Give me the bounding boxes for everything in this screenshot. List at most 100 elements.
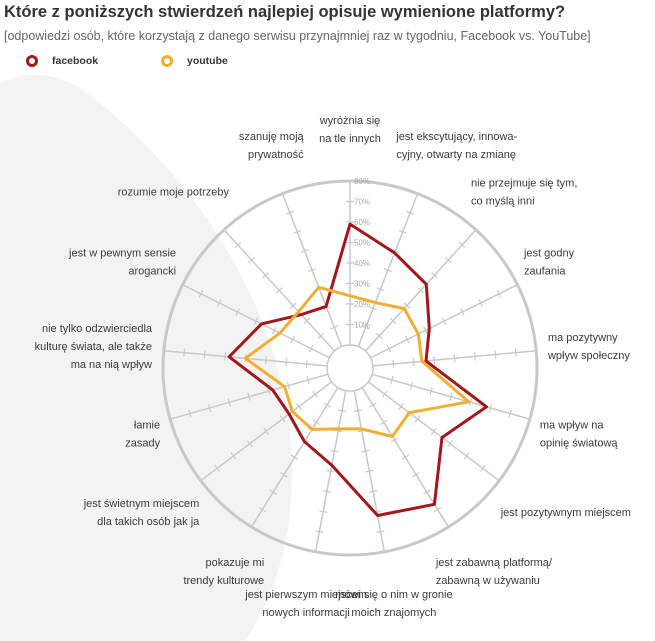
grid-tick: [291, 454, 299, 460]
grid-tick: [317, 332, 325, 339]
grid-tick: [473, 352, 476, 361]
grid-tick: [379, 419, 388, 426]
chart-title: Które z poniższych stwierdzeń najlepiej …: [4, 3, 566, 21]
grid-tick: [403, 302, 411, 309]
grid-tick: [262, 272, 269, 279]
axis-label: ma wpływ na opinię światową: [540, 419, 619, 449]
grid-tick: [234, 241, 242, 249]
grid-tick: [414, 415, 421, 423]
grid-tick: [389, 317, 397, 324]
grid-tick: [247, 392, 251, 401]
grid-tick: [188, 409, 192, 418]
grid-tick: [296, 403, 302, 411]
grid-tick: [312, 390, 319, 398]
axis-label: łamie zasady: [125, 419, 160, 449]
grid-tick: [235, 308, 240, 316]
grid-tick: [406, 210, 415, 215]
grid-tick: [289, 302, 297, 309]
grid-tick: [214, 464, 221, 472]
tick-label: 60%: [354, 218, 370, 227]
grid-tick: [430, 427, 437, 435]
grid-tick: [361, 325, 370, 330]
grid-tick: [269, 489, 277, 495]
grid-tick: [258, 506, 267, 513]
grid-tick: [463, 452, 470, 460]
grid-tick: [230, 452, 237, 460]
axis-label: rozumie moje potrzeby: [118, 186, 230, 198]
grid-tick: [312, 419, 321, 426]
grid-tick: [216, 299, 222, 307]
grid-tick: [315, 530, 324, 533]
grid-tick: [383, 268, 392, 273]
series-facebook-line: [227, 222, 488, 517]
grid-tick: [369, 306, 378, 311]
grid-tick: [404, 335, 410, 344]
youtube-ring-icon: [161, 55, 173, 67]
axis-label: jest godny zaufania: [523, 247, 575, 277]
grid-tick: [376, 287, 385, 292]
axis-label: jest zabawną platformą/zabawną w używani…: [435, 557, 553, 587]
grid-tick: [300, 248, 309, 253]
radar-axis-labels: wyróżnia się na tle innych jest ekscytując…: [35, 115, 631, 619]
legend-item-youtube: youtube: [161, 55, 228, 67]
grid-tick: [361, 449, 370, 453]
series-youtube-line: [243, 285, 471, 438]
grid-tick: [285, 210, 294, 215]
radar-series: [227, 222, 488, 517]
grid-tick: [390, 437, 399, 443]
grid-tick: [286, 381, 291, 390]
grid-tick: [303, 317, 311, 324]
grid-tick: [337, 409, 347, 413]
grid-tick: [369, 402, 377, 408]
grid-tick: [290, 335, 296, 344]
grid-tick: [330, 325, 339, 330]
grid-tick: [494, 350, 497, 359]
grid-tick: [431, 272, 438, 279]
grid-tick: [305, 359, 308, 369]
grid-tick: [322, 306, 331, 311]
grid-tick: [469, 398, 473, 407]
grid-tick: [412, 472, 420, 478]
axis-label: jest pierwszym miejscem nowych informacji: [244, 589, 367, 619]
grid-tick: [224, 352, 227, 361]
facebook-ring-icon: [26, 55, 38, 67]
grid-tick: [488, 403, 493, 412]
axis-label: jest pozytywnym miejscem: [500, 507, 631, 519]
axis-label: nie tylko odzwierciedla kulturę świata, a…: [35, 323, 153, 371]
grid-tick: [306, 375, 310, 384]
grid-tick: [375, 332, 383, 339]
tick-label: 40%: [354, 259, 370, 268]
grid-tick: [330, 449, 339, 453]
tick-label: 20%: [354, 300, 370, 309]
legend-item-facebook: facebook: [26, 55, 98, 67]
grid-tick: [514, 348, 517, 357]
axis-label: pokazuje mi trendy kulturowe: [183, 557, 264, 587]
grid-tick: [398, 229, 407, 234]
grid-tick: [279, 415, 286, 423]
grid-tick: [423, 326, 428, 335]
grid-tick: [323, 402, 331, 408]
axis-label: jest świetnym miejscem dla takich osób ja…: [83, 498, 200, 528]
grid-tick: [264, 356, 267, 365]
grid-tick: [246, 440, 253, 448]
grid-tick: [198, 289, 204, 298]
tick-label: 50%: [354, 239, 370, 248]
grid-tick: [433, 356, 436, 365]
grid-tick: [401, 454, 409, 460]
tick-label: 10%: [354, 321, 370, 330]
grid-tick: [423, 489, 431, 495]
grid-tick: [478, 299, 484, 307]
grid-tick: [293, 229, 302, 234]
grid-tick: [308, 268, 317, 273]
tick-label: 80%: [354, 177, 370, 186]
grid-tick: [508, 409, 512, 418]
grid-tick: [386, 344, 392, 353]
grid-tick: [417, 287, 425, 294]
grid-tick: [453, 354, 456, 363]
grid-tick: [365, 469, 374, 473]
grid-tick: [267, 387, 271, 396]
tick-label: 70%: [354, 198, 370, 207]
axis-label: nie przejmuje się tym, co myślą inni: [471, 177, 577, 207]
grid-tick: [308, 344, 314, 353]
